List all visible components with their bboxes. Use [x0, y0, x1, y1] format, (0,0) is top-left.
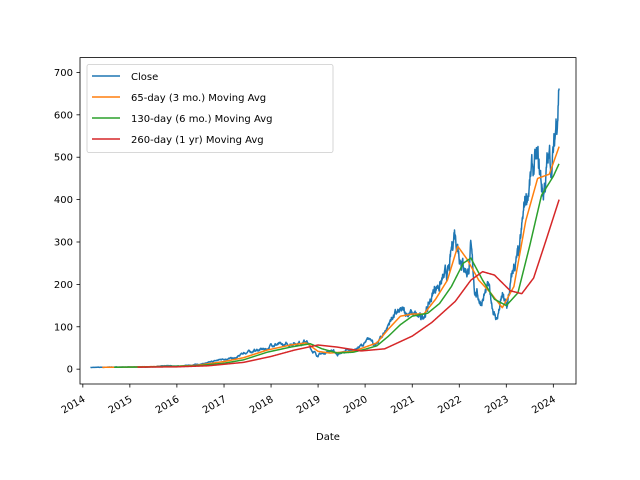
y-axis: 0 100 200 300 400 500 600 700	[54, 68, 80, 376]
legend: Close 65-day (3 mo.) Moving Avg 130-day (6…	[86, 64, 334, 153]
y-tick-label: 100	[54, 322, 73, 333]
y-tick-label: 400	[54, 195, 73, 206]
y-tick-label: 200	[54, 280, 73, 291]
series-line-4	[137, 199, 560, 368]
y-tick-label: 600	[54, 110, 73, 121]
series-layer	[89, 88, 560, 369]
y-tick-label: 0	[67, 365, 73, 376]
legend-label: 65-day (3 mo.) Moving Avg	[131, 93, 266, 104]
plot-frame	[79, 57, 577, 385]
legend-label: Close	[131, 72, 158, 83]
x-axis-label: Date	[316, 432, 340, 443]
legend-box	[86, 64, 334, 153]
y-tick-label: 500	[54, 153, 73, 164]
legend-label: 260-day (1 yr) Moving Avg	[131, 135, 264, 146]
y-tick-label: 300	[54, 237, 73, 248]
y-tick-label: 700	[54, 68, 73, 79]
legend-label: 130-day (6 mo.) Moving Avg	[131, 114, 272, 125]
